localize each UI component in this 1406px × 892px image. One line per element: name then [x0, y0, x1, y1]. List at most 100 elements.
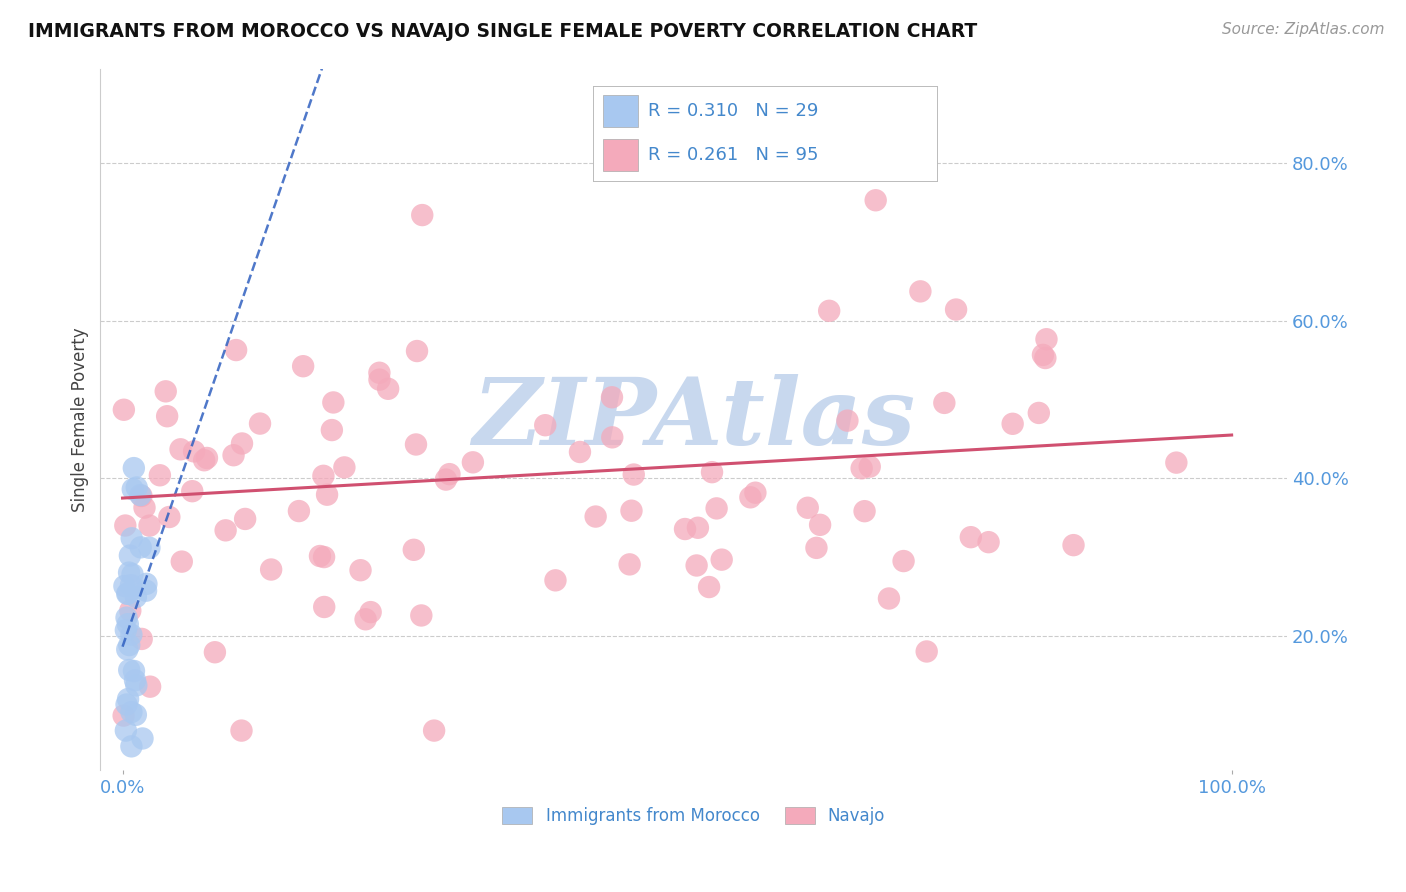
Point [402, 542, 425, 557]
Point [131, 731, 153, 746]
Point [118, 566, 141, 580]
Point [214, 524, 236, 538]
Point [423, 723, 446, 738]
Point [893, 554, 915, 568]
Point [118, 663, 141, 677]
Point [149, 468, 172, 483]
Point [321, 423, 343, 437]
Y-axis label: Single Female Poverty: Single Female Poverty [72, 327, 89, 512]
Point [156, 409, 179, 424]
Point [138, 541, 160, 555]
Point [405, 437, 427, 451]
Text: ZIPAtlas: ZIPAtlas [472, 375, 915, 464]
Point [112, 402, 135, 417]
Point [288, 504, 311, 518]
Point [181, 484, 204, 499]
Point [121, 483, 143, 497]
Point [314, 550, 336, 565]
Point [155, 384, 177, 399]
Point [139, 680, 162, 694]
Point [406, 344, 429, 359]
Point [461, 455, 484, 469]
Point [260, 562, 283, 576]
Point [368, 373, 391, 387]
Point [600, 390, 623, 404]
Point [851, 461, 873, 475]
Point [623, 467, 645, 482]
Point [915, 644, 938, 658]
Point [620, 504, 643, 518]
Legend: Immigrants from Morocco, Navajo: Immigrants from Morocco, Navajo [502, 806, 886, 825]
Point [231, 436, 253, 450]
Point [945, 302, 967, 317]
Point [544, 574, 567, 588]
Point [120, 739, 142, 754]
Point [977, 535, 1000, 549]
Point [125, 590, 148, 604]
Point [183, 444, 205, 458]
Point [169, 442, 191, 457]
Point [115, 698, 138, 712]
Point [115, 587, 138, 601]
Point [686, 521, 709, 535]
Point [112, 579, 135, 593]
Point [117, 617, 139, 632]
Point [193, 453, 215, 467]
Point [231, 723, 253, 738]
Point [309, 549, 332, 563]
Point [877, 591, 900, 606]
Point [322, 395, 344, 409]
Point [115, 610, 138, 624]
Point [585, 509, 607, 524]
Point [377, 382, 399, 396]
Point [706, 501, 728, 516]
Point [125, 481, 148, 495]
Point [934, 396, 956, 410]
Point [233, 512, 256, 526]
Point [114, 518, 136, 533]
Point [120, 705, 142, 719]
Point [131, 489, 153, 503]
Point [959, 530, 981, 544]
Point [115, 723, 138, 738]
Point [534, 418, 557, 433]
Point [316, 488, 339, 502]
Point [122, 664, 145, 678]
Point [685, 558, 707, 573]
Point [740, 491, 762, 505]
Point [124, 673, 146, 688]
Point [796, 500, 818, 515]
Point [859, 459, 882, 474]
Point [1032, 348, 1054, 362]
Point [249, 417, 271, 431]
Point [1063, 538, 1085, 552]
Point [568, 445, 591, 459]
Point [115, 623, 138, 637]
Point [865, 194, 887, 208]
Point [411, 208, 433, 222]
Point [222, 448, 245, 462]
Point [818, 303, 841, 318]
Point [135, 577, 157, 591]
Point [121, 567, 143, 582]
Point [122, 461, 145, 475]
Point [434, 473, 457, 487]
Point [117, 692, 139, 706]
Point [120, 578, 142, 592]
Point [439, 467, 461, 482]
Point [1033, 351, 1056, 365]
Point [806, 541, 828, 555]
Point [120, 604, 142, 618]
Point [125, 678, 148, 692]
Point [170, 555, 193, 569]
Point [853, 504, 876, 518]
Point [134, 500, 156, 515]
Point [673, 522, 696, 536]
Point [112, 708, 135, 723]
Point [135, 583, 157, 598]
Point [131, 632, 153, 646]
Point [600, 430, 623, 444]
Point [117, 587, 139, 601]
Point [619, 558, 641, 572]
Point [129, 488, 152, 502]
